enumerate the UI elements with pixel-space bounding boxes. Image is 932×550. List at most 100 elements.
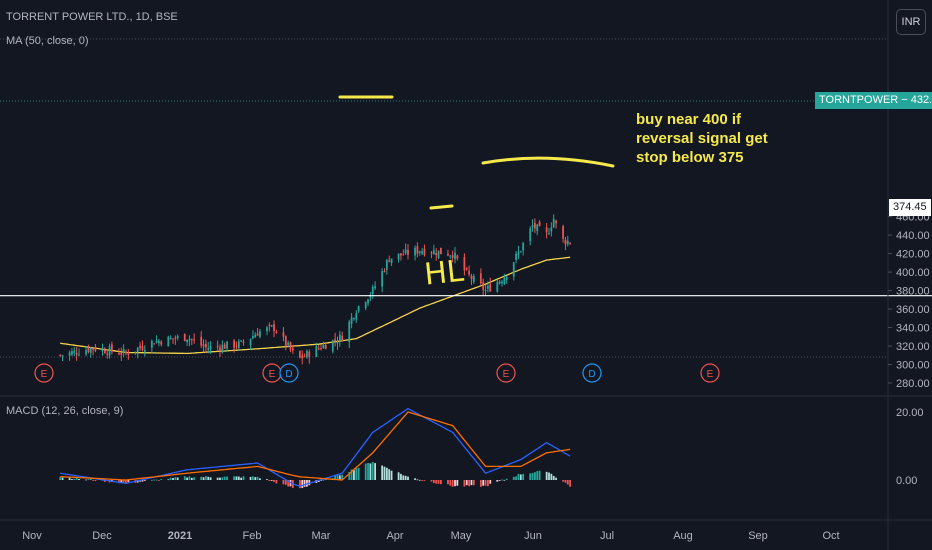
candle-body: [223, 344, 226, 349]
candle-body: [118, 353, 120, 355]
candle-body: [404, 249, 407, 254]
candle-body: [355, 313, 358, 320]
dividend-event-marker: [279, 363, 299, 383]
candle-body: [226, 341, 228, 349]
candle-body: [534, 223, 536, 229]
candle-body: [388, 260, 391, 262]
candle-body: [303, 356, 306, 358]
macd-histogram-bar: [470, 480, 473, 486]
candle-body: [150, 340, 153, 348]
macd-histogram-bar: [141, 480, 144, 482]
macd-histogram-bar: [564, 480, 567, 483]
candle-body: [219, 347, 221, 351]
x-tick-label: 2021: [168, 530, 192, 542]
candle-body: [383, 271, 386, 273]
candle-body: [256, 333, 259, 336]
macd-histogram-bar: [153, 479, 156, 481]
macd-histogram-bar: [418, 479, 421, 481]
candle-body: [531, 225, 534, 228]
macd-histogram-bar: [174, 477, 177, 480]
candle-body: [456, 255, 459, 259]
candle-body: [324, 344, 327, 350]
candle-body: [169, 337, 172, 340]
macd-histogram-bar: [353, 470, 355, 480]
macd-histogram-bar: [221, 477, 224, 480]
candle-body: [468, 270, 470, 275]
macd-histogram-bar: [75, 477, 78, 480]
candle-body: [221, 344, 224, 353]
candle-body: [479, 273, 482, 284]
x-tick-label: May: [451, 530, 472, 542]
macd-histogram-bar: [233, 476, 235, 480]
macd-histogram-bar: [472, 480, 475, 486]
candle-body: [334, 339, 337, 341]
candle-body: [505, 276, 508, 281]
candle-body: [122, 349, 125, 353]
earnings-event-marker: [34, 363, 54, 383]
y-tick-label: 280.00: [896, 378, 930, 390]
macd-histogram-bar: [125, 480, 127, 484]
candle-body: [317, 348, 320, 350]
macd-histogram-bar: [505, 478, 508, 480]
candle-body: [463, 257, 466, 271]
signal-line: [60, 411, 571, 481]
macd-histogram-bar: [85, 479, 87, 481]
macd-histogram-bar: [456, 480, 459, 486]
macd-histogram-bar: [284, 480, 287, 485]
event-label: D: [285, 369, 292, 380]
x-tick-label: Dec: [92, 530, 112, 542]
candle-body: [101, 348, 104, 352]
macd-histogram-bar: [216, 477, 219, 480]
macd-histogram-bar: [402, 475, 405, 480]
low-stroke: [429, 204, 454, 210]
currency-badge[interactable]: INR: [896, 9, 926, 35]
macd-histogram-bar: [172, 478, 174, 480]
candle-body: [153, 343, 156, 345]
x-tick-label: Feb: [243, 530, 262, 542]
target-stroke: [481, 156, 615, 168]
macd-tick-label: 0.00: [896, 475, 917, 487]
candle-body: [421, 251, 423, 254]
candle-body: [432, 250, 435, 255]
candle-body: [440, 247, 442, 255]
candle-body: [454, 252, 456, 260]
candle-body: [120, 352, 123, 355]
macd-histogram-bar: [94, 480, 97, 481]
candle-body: [136, 347, 139, 352]
event-label: E: [707, 369, 714, 380]
macd-histogram-bar: [287, 480, 290, 487]
macd-histogram-bar: [381, 465, 384, 480]
candle-body: [397, 253, 400, 260]
macd-histogram-bar: [348, 472, 351, 480]
macd-histogram-bar: [517, 473, 520, 480]
macd-histogram-bar: [61, 477, 64, 480]
macd-histogram-bar: [92, 480, 94, 481]
macd-histogram-bar: [463, 480, 466, 487]
candle-body: [172, 338, 174, 340]
candle-body: [235, 345, 238, 347]
candle-body: [538, 221, 541, 227]
candle-body: [61, 355, 64, 357]
higher-low-label: HL: [423, 254, 466, 293]
candle-body: [447, 253, 449, 256]
macd-histogram-bar: [167, 479, 170, 481]
candle-body: [451, 255, 454, 258]
candle-body: [111, 344, 113, 352]
candle-body: [71, 351, 73, 355]
candle-body: [435, 252, 438, 256]
candle-body: [259, 331, 261, 337]
macd-histogram-bar: [143, 480, 146, 481]
macd-tick-label: 20.00: [896, 407, 924, 419]
macd-histogram-bar: [465, 480, 468, 486]
x-tick-label: Mar: [312, 530, 331, 542]
macd-histogram-bar: [501, 479, 503, 481]
candle-body: [282, 332, 285, 337]
macd-histogram-bar: [188, 476, 191, 480]
macd-histogram-bar: [334, 475, 337, 480]
candle-body: [385, 260, 388, 270]
macd-histogram-bar: [270, 480, 273, 481]
macd-histogram-bar: [155, 479, 158, 481]
macd-histogram-bar: [237, 476, 240, 480]
